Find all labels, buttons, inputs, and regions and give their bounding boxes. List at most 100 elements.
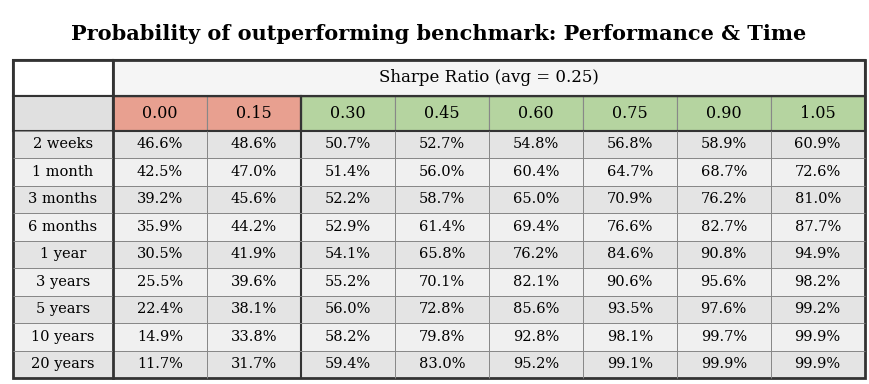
Bar bbox=[301, 96, 395, 131]
Bar bbox=[583, 268, 677, 296]
Bar bbox=[207, 351, 301, 378]
Bar bbox=[13, 241, 113, 268]
Bar bbox=[771, 131, 865, 158]
Bar bbox=[113, 185, 207, 213]
Bar bbox=[771, 351, 865, 378]
Text: 58.7%: 58.7% bbox=[419, 192, 465, 206]
Text: 0.60: 0.60 bbox=[518, 105, 554, 122]
Text: 65.8%: 65.8% bbox=[419, 247, 465, 262]
Text: 72.8%: 72.8% bbox=[419, 303, 465, 316]
Text: 50.7%: 50.7% bbox=[325, 137, 371, 151]
Bar bbox=[113, 323, 207, 351]
Text: 99.9%: 99.9% bbox=[794, 358, 840, 371]
Text: 52.9%: 52.9% bbox=[325, 220, 371, 234]
Text: 55.2%: 55.2% bbox=[325, 275, 371, 289]
Bar bbox=[13, 296, 113, 323]
Bar bbox=[395, 96, 488, 131]
Bar bbox=[583, 96, 677, 131]
Text: 2 weeks: 2 weeks bbox=[33, 137, 93, 151]
Bar bbox=[583, 213, 677, 241]
Text: 35.9%: 35.9% bbox=[136, 220, 183, 234]
Text: 20 years: 20 years bbox=[31, 358, 95, 371]
Text: 10 years: 10 years bbox=[31, 330, 95, 344]
Bar bbox=[113, 131, 207, 158]
Text: 76.2%: 76.2% bbox=[700, 192, 746, 206]
Bar bbox=[583, 296, 677, 323]
Bar bbox=[488, 351, 583, 378]
Text: 90.8%: 90.8% bbox=[700, 247, 746, 262]
Text: 0.30: 0.30 bbox=[330, 105, 366, 122]
Text: 48.6%: 48.6% bbox=[231, 137, 277, 151]
Text: 56.8%: 56.8% bbox=[607, 137, 653, 151]
Bar bbox=[301, 131, 395, 158]
Bar bbox=[207, 296, 301, 323]
Bar bbox=[488, 158, 583, 185]
Bar bbox=[395, 158, 488, 185]
Bar bbox=[395, 131, 488, 158]
Text: 99.9%: 99.9% bbox=[700, 358, 746, 371]
Bar bbox=[488, 131, 583, 158]
Bar bbox=[207, 96, 301, 131]
Text: 31.7%: 31.7% bbox=[231, 358, 277, 371]
Bar bbox=[583, 185, 677, 213]
Bar bbox=[488, 213, 583, 241]
Text: 94.9%: 94.9% bbox=[794, 247, 840, 262]
Bar bbox=[677, 131, 771, 158]
Bar bbox=[395, 323, 488, 351]
Text: 76.2%: 76.2% bbox=[513, 247, 559, 262]
Bar bbox=[113, 96, 207, 131]
Text: 70.1%: 70.1% bbox=[419, 275, 465, 289]
Text: 39.2%: 39.2% bbox=[136, 192, 183, 206]
Text: Sharpe Ratio (avg = 0.25): Sharpe Ratio (avg = 0.25) bbox=[379, 69, 599, 86]
Text: 97.6%: 97.6% bbox=[700, 303, 746, 316]
Text: 84.6%: 84.6% bbox=[607, 247, 653, 262]
Bar bbox=[583, 323, 677, 351]
Text: 60.4%: 60.4% bbox=[513, 165, 559, 179]
Bar bbox=[771, 268, 865, 296]
Bar bbox=[207, 241, 301, 268]
Text: 11.7%: 11.7% bbox=[137, 358, 182, 371]
Bar bbox=[13, 60, 865, 378]
Text: 44.2%: 44.2% bbox=[231, 220, 277, 234]
Bar bbox=[677, 268, 771, 296]
Text: 0.75: 0.75 bbox=[612, 105, 647, 122]
Text: Probability of outperforming benchmark: Performance & Time: Probability of outperforming benchmark: … bbox=[71, 23, 806, 44]
Text: 95.2%: 95.2% bbox=[513, 358, 559, 371]
Bar bbox=[13, 158, 113, 185]
Text: 58.9%: 58.9% bbox=[700, 137, 746, 151]
Text: 65.0%: 65.0% bbox=[513, 192, 559, 206]
Text: 1 year: 1 year bbox=[40, 247, 86, 262]
Bar bbox=[771, 323, 865, 351]
Bar bbox=[207, 131, 301, 158]
Text: 60.9%: 60.9% bbox=[794, 137, 841, 151]
Text: 6 months: 6 months bbox=[29, 220, 97, 234]
Bar bbox=[488, 241, 583, 268]
Bar bbox=[395, 351, 488, 378]
Bar bbox=[771, 185, 865, 213]
Bar bbox=[207, 158, 301, 185]
Text: 22.4%: 22.4% bbox=[137, 303, 183, 316]
Text: 68.7%: 68.7% bbox=[700, 165, 746, 179]
Text: 76.6%: 76.6% bbox=[607, 220, 653, 234]
Bar bbox=[677, 96, 771, 131]
Bar bbox=[301, 158, 395, 185]
Bar bbox=[677, 213, 771, 241]
Bar bbox=[13, 323, 113, 351]
Bar bbox=[677, 158, 771, 185]
Bar bbox=[677, 323, 771, 351]
Bar bbox=[13, 96, 113, 131]
Bar bbox=[583, 351, 677, 378]
Text: 52.7%: 52.7% bbox=[419, 137, 465, 151]
Bar bbox=[113, 60, 865, 96]
Bar bbox=[395, 185, 488, 213]
Text: 0.00: 0.00 bbox=[143, 105, 177, 122]
Text: 38.1%: 38.1% bbox=[231, 303, 277, 316]
Bar bbox=[301, 296, 395, 323]
Text: 81.0%: 81.0% bbox=[794, 192, 841, 206]
Text: 61.4%: 61.4% bbox=[419, 220, 465, 234]
Text: 99.1%: 99.1% bbox=[607, 358, 653, 371]
Text: 54.8%: 54.8% bbox=[513, 137, 559, 151]
Text: 0.45: 0.45 bbox=[424, 105, 460, 122]
Text: 56.0%: 56.0% bbox=[325, 303, 371, 316]
Text: 83.0%: 83.0% bbox=[419, 358, 465, 371]
